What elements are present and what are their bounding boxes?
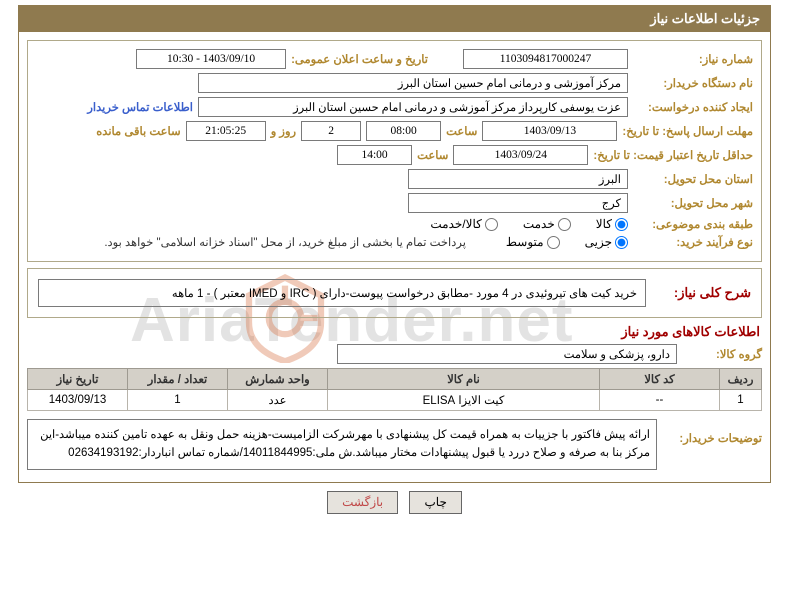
rooz-label: روز و — [271, 124, 296, 138]
td-row: 1 — [720, 390, 762, 411]
td-qty: 1 — [128, 390, 228, 411]
deadline-label: مهلت ارسال پاسخ: تا تاریخ: — [622, 124, 753, 138]
city-label: شهر محل تحویل: — [633, 196, 753, 210]
validity-label: حداقل تاریخ اعتبار قیمت: تا تاریخ: — [593, 148, 753, 162]
summary-label: شرح کلی نیاز: — [651, 285, 751, 301]
proc-minor-option[interactable]: جزیی — [585, 235, 628, 249]
city-input[interactable] — [408, 193, 628, 213]
goods-section-title: اطلاعات کالاهای مورد نیاز — [27, 324, 760, 340]
proc-minor-label: جزیی — [585, 235, 612, 249]
creator-label: ایجاد کننده درخواست: — [633, 100, 753, 114]
province-input[interactable] — [408, 169, 628, 189]
proc-medium-option[interactable]: متوسط — [506, 235, 560, 249]
td-code: -- — [600, 390, 720, 411]
details-panel: جزئیات اطلاعات نیاز شماره نیاز: تاریخ و … — [18, 5, 771, 483]
category-label: طبقه بندی موضوعی: — [633, 217, 753, 231]
buyer-note-text: ارائه پیش فاکتور با جزییات به همراه قیمت… — [27, 419, 657, 470]
validity-date-input[interactable] — [453, 145, 588, 165]
saat-label-1: ساعت — [446, 124, 477, 138]
summary-box: شرح کلی نیاز: خرید کیت های تیروئیدی در 4… — [27, 268, 762, 318]
cat-service-radio[interactable] — [558, 218, 571, 231]
proc-medium-radio[interactable] — [547, 236, 560, 249]
panel-title: جزئیات اطلاعات نیاز — [19, 6, 770, 32]
td-name: کیت الایزا ELISA — [328, 390, 600, 411]
th-qty: تعداد / مقدار — [128, 369, 228, 390]
back-button[interactable]: بازگشت — [327, 491, 398, 514]
need-no-input[interactable] — [463, 49, 628, 69]
remain-days-input[interactable] — [301, 121, 361, 141]
cat-goods-label: کالا — [596, 217, 612, 231]
th-code: کد کالا — [600, 369, 720, 390]
th-name: نام کالا — [328, 369, 600, 390]
province-label: استان محل تحویل: — [633, 172, 753, 186]
remain-time-input[interactable] — [186, 121, 266, 141]
announce-input[interactable] — [136, 49, 286, 69]
th-date: تاریخ نیاز — [28, 369, 128, 390]
button-row: چاپ بازگشت — [0, 491, 789, 514]
creator-input[interactable] — [198, 97, 628, 117]
items-table: ردیف کد کالا نام کالا واحد شمارش تعداد /… — [27, 368, 762, 411]
cat-goods-radio[interactable] — [615, 218, 628, 231]
cat-both-option[interactable]: کالا/خدمت — [430, 217, 497, 231]
cat-service-label: خدمت — [523, 217, 555, 231]
td-date: 1403/09/13 — [28, 390, 128, 411]
cat-both-label: کالا/خدمت — [430, 217, 481, 231]
th-unit: واحد شمارش — [228, 369, 328, 390]
announce-label: تاریخ و ساعت اعلان عمومی: — [291, 52, 428, 66]
cat-service-option[interactable]: خدمت — [523, 217, 571, 231]
payment-note: پرداخت تمام یا بخشی از مبلغ خرید، از محل… — [104, 235, 466, 249]
contact-link[interactable]: اطلاعات تماس خریدار — [87, 100, 193, 114]
group-input[interactable] — [337, 344, 677, 364]
th-row: ردیف — [720, 369, 762, 390]
main-fields-box: شماره نیاز: تاریخ و ساعت اعلان عمومی: نا… — [27, 40, 762, 262]
need-no-label: شماره نیاز: — [633, 52, 753, 66]
td-unit: عدد — [228, 390, 328, 411]
validity-time-input[interactable] — [337, 145, 412, 165]
deadline-date-input[interactable] — [482, 121, 617, 141]
summary-text: خرید کیت های تیروئیدی در 4 مورد -مطابق د… — [38, 279, 646, 307]
group-label: گروه کالا: — [682, 347, 762, 361]
proc-medium-label: متوسط — [506, 235, 544, 249]
table-row: 1 -- کیت الایزا ELISA عدد 1 1403/09/13 — [28, 390, 762, 411]
cat-both-radio[interactable] — [485, 218, 498, 231]
buyer-org-input[interactable] — [198, 73, 628, 93]
buyer-note-label: توضیحات خریدار: — [662, 417, 762, 445]
process-label: نوع فرآیند خرید: — [633, 235, 753, 249]
deadline-time-input[interactable] — [366, 121, 441, 141]
print-button[interactable]: چاپ — [409, 491, 461, 514]
buyer-org-label: نام دستگاه خریدار: — [633, 76, 753, 90]
proc-minor-radio[interactable] — [615, 236, 628, 249]
cat-goods-option[interactable]: کالا — [596, 217, 628, 231]
saat-label-2: ساعت — [417, 148, 448, 162]
remain-suffix-label: ساعت باقی مانده — [96, 124, 180, 138]
